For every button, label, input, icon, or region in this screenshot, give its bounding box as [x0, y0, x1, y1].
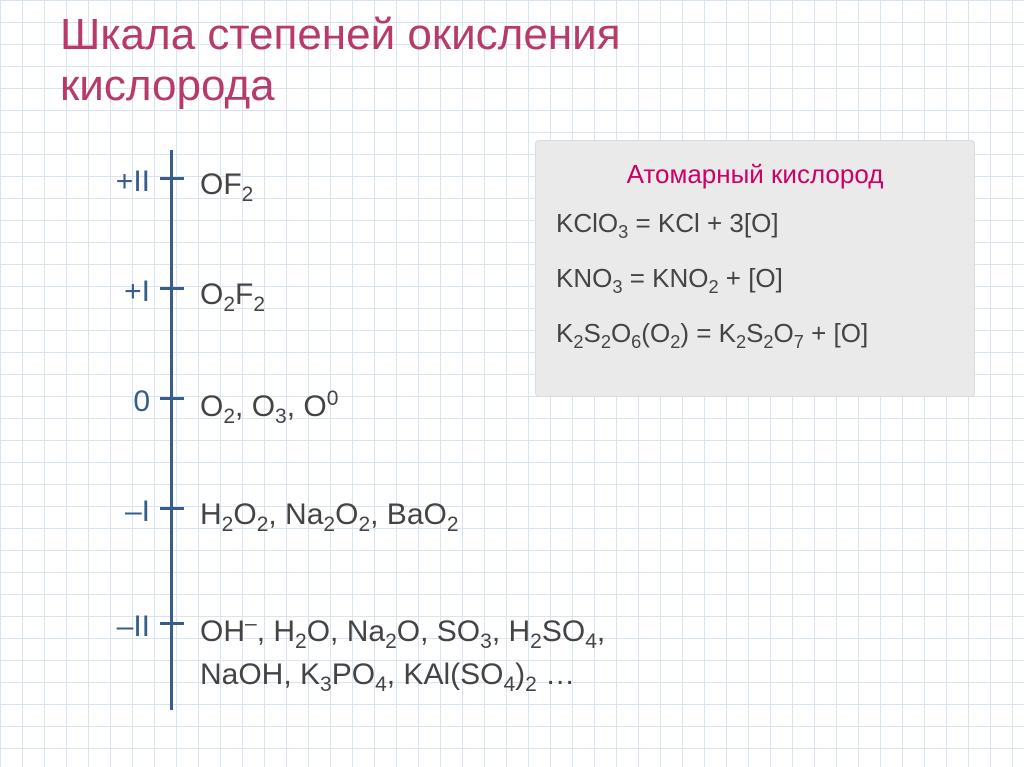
scale-axis	[170, 150, 173, 710]
oxidation-state-label: +I	[70, 275, 150, 309]
oxidation-state-examples: OH–, H2O, Na2O, SO3, H2SO4, NaOH, K3PO4,…	[200, 610, 680, 699]
scale-tick	[160, 397, 184, 400]
equation: K2S2O6(O2) = K2S2O7 + [O]	[556, 318, 954, 353]
oxidation-state-examples: H2O2, Na2O2, BaO2	[200, 495, 680, 538]
atomic-oxygen-box: Атомарный кислород KClO3 = KCl + 3[O] KNO…	[535, 140, 975, 397]
oxidation-state-label: –I	[70, 495, 150, 529]
scale-tick	[160, 287, 184, 290]
oxidation-state-label: –II	[70, 610, 150, 644]
box-title: Атомарный кислород	[556, 159, 954, 190]
title-line-2: кислорода	[60, 61, 275, 110]
slide-title: Шкала степеней окисления кислорода	[60, 10, 621, 111]
oxidation-state-label: +II	[70, 165, 150, 199]
scale-tick	[160, 622, 184, 625]
title-line-1: Шкала степеней окисления	[60, 10, 621, 59]
oxidation-state-label: 0	[70, 385, 150, 419]
equation: KNO3 = KNO2 + [O]	[556, 263, 954, 298]
scale-tick	[160, 177, 184, 180]
equation: KClO3 = KCl + 3[O]	[556, 208, 954, 243]
scale-tick	[160, 507, 184, 510]
